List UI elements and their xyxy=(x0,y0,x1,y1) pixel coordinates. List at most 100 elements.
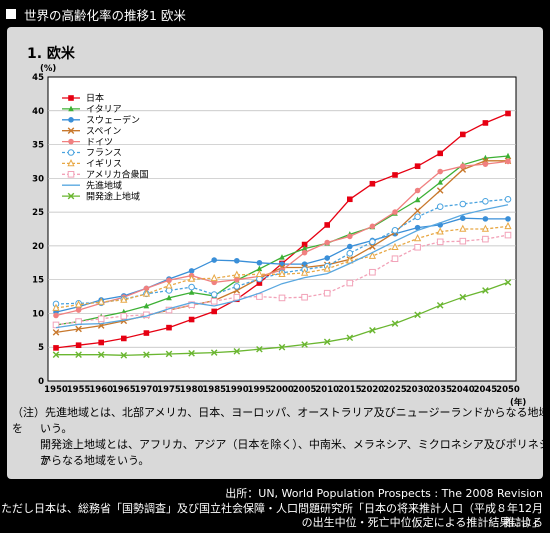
note-line-4: からなる地域をいう。 xyxy=(40,454,150,467)
data-point xyxy=(75,307,82,313)
y-tick-label: 35 xyxy=(32,141,44,151)
data-point xyxy=(346,334,354,342)
y-tick-label: 30 xyxy=(32,174,44,184)
data-point xyxy=(369,243,376,250)
data-point xyxy=(143,285,150,292)
data-point xyxy=(505,158,511,165)
data-point xyxy=(392,209,398,215)
data-point xyxy=(256,280,263,286)
data-point xyxy=(436,227,444,235)
data-point xyxy=(346,279,354,287)
x-tick-label: 1955 xyxy=(67,385,91,395)
data-point xyxy=(369,268,376,276)
data-point xyxy=(482,235,489,243)
data-point xyxy=(52,351,60,358)
data-point xyxy=(482,216,489,222)
x-tick-label: 2010 xyxy=(315,385,339,395)
data-point xyxy=(142,289,151,297)
data-point xyxy=(414,213,421,221)
data-point xyxy=(482,120,489,126)
data-point xyxy=(391,255,399,263)
data-point xyxy=(437,150,443,157)
data-point xyxy=(120,352,128,359)
data-point xyxy=(437,168,444,175)
x-tick-label: 2045 xyxy=(474,385,498,395)
data-point xyxy=(97,351,105,358)
legend-marker xyxy=(68,95,74,101)
data-point xyxy=(460,163,466,169)
y-tick-label: 15 xyxy=(32,276,44,286)
legend-marker xyxy=(67,192,75,200)
data-point xyxy=(278,343,286,351)
data-point xyxy=(347,243,353,250)
data-point xyxy=(505,152,511,159)
data-point xyxy=(210,273,218,282)
data-point xyxy=(414,311,421,319)
data-point xyxy=(97,297,105,305)
series-line xyxy=(55,204,509,329)
data-point xyxy=(323,289,331,297)
data-point xyxy=(256,293,263,300)
data-point xyxy=(436,203,444,211)
y-tick-label: 20 xyxy=(32,242,44,252)
x-tick-label: 2000 xyxy=(270,385,294,395)
legend-label: スウェーデン xyxy=(86,114,140,126)
y-tick-label: 45 xyxy=(32,73,44,83)
source-text: 出所：UN, World Population Prospects : The … xyxy=(225,487,543,500)
data-point xyxy=(211,257,217,263)
data-point xyxy=(234,276,240,283)
data-point xyxy=(256,345,263,353)
x-tick-label: 1970 xyxy=(135,385,159,395)
data-point xyxy=(324,239,331,246)
legend-label: イギリス xyxy=(86,159,122,170)
data-point xyxy=(347,196,353,203)
data-point xyxy=(414,187,421,194)
y-tick-label: 0 xyxy=(38,377,44,387)
y-axis-label: (%) xyxy=(40,64,56,74)
data-point xyxy=(98,339,104,346)
data-point xyxy=(75,318,82,325)
data-point xyxy=(505,110,511,117)
data-point xyxy=(504,221,512,230)
y-tick-label: 40 xyxy=(32,107,44,117)
data-point xyxy=(414,196,421,203)
data-point xyxy=(188,289,195,295)
legend-label: アメリカ合衆国 xyxy=(86,169,149,181)
data-point xyxy=(166,277,172,284)
page-title: 世界の高齢化率の推移1 欧米 xyxy=(24,7,186,23)
data-point xyxy=(392,172,398,178)
data-point xyxy=(120,295,128,303)
data-point xyxy=(233,293,241,301)
data-point xyxy=(210,349,218,356)
legend-label: 日本 xyxy=(86,92,104,104)
note-line-2: いう。 xyxy=(40,422,73,435)
data-point xyxy=(166,324,172,331)
data-point xyxy=(255,269,264,278)
legend-marker xyxy=(68,117,74,123)
data-point xyxy=(414,224,421,231)
data-point xyxy=(165,281,173,289)
data-point xyxy=(53,345,59,351)
data-point xyxy=(391,320,399,327)
data-point xyxy=(188,301,195,308)
data-point xyxy=(482,161,489,167)
data-point xyxy=(323,338,331,346)
data-point xyxy=(210,297,218,305)
data-point xyxy=(346,250,354,257)
data-point xyxy=(482,198,489,205)
data-point xyxy=(278,294,286,302)
legend-label: ドイツ xyxy=(86,138,113,148)
data-point xyxy=(460,215,466,221)
data-point xyxy=(301,245,308,251)
data-point xyxy=(256,265,263,272)
data-point xyxy=(143,302,150,309)
footer-line-2: ただし日本は、総務省「国勢調査」及び国立社会保障・人口問題研究所「日本の将来推計… xyxy=(1,502,543,529)
x-tick-label: 2040 xyxy=(451,385,475,395)
legend-marker xyxy=(67,171,75,178)
y-tick-label: 25 xyxy=(32,208,44,218)
data-point xyxy=(75,325,82,333)
legend-label: スペイン xyxy=(86,127,121,137)
data-point xyxy=(256,259,263,266)
data-point xyxy=(75,342,82,348)
data-point xyxy=(75,351,82,358)
